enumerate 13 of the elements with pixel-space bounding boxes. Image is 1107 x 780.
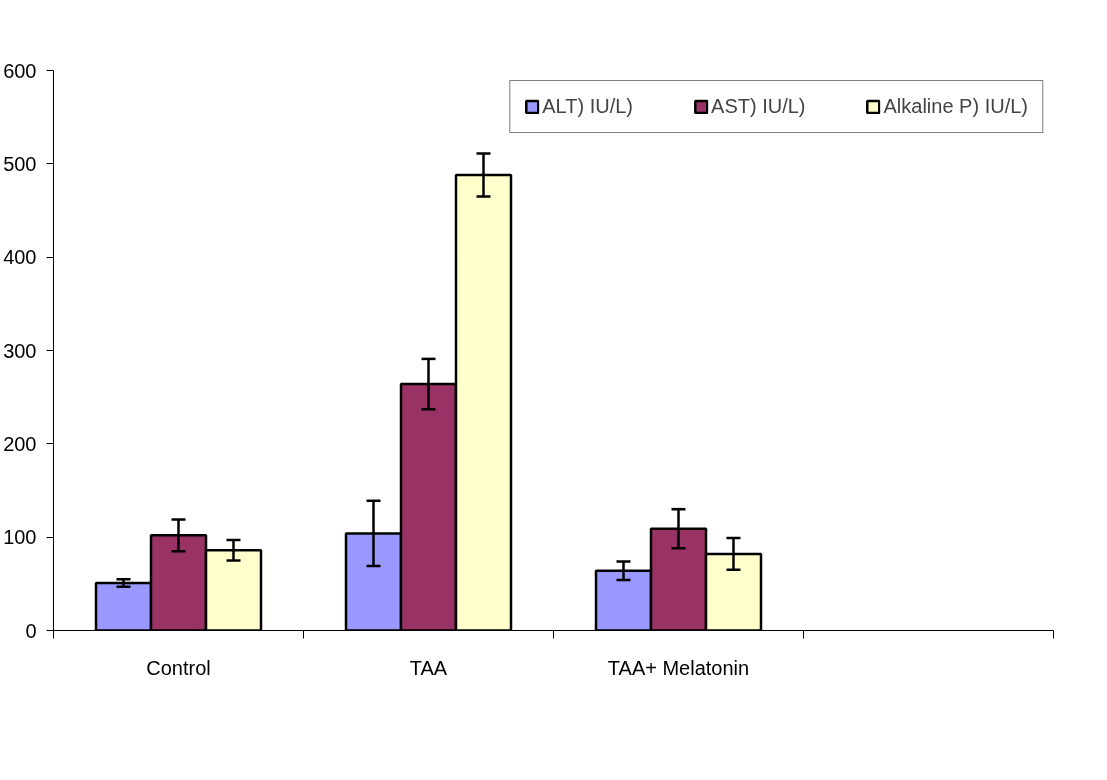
y-tick-label: 500: [3, 152, 37, 175]
x-tick-label: Control: [146, 656, 211, 679]
y-tick-label: 100: [3, 526, 37, 549]
x-tick-label: TAA: [409, 656, 448, 679]
y-tick-label: 400: [3, 246, 37, 269]
y-tick-label: 0: [25, 619, 37, 642]
legend-label: AST) IU/L): [711, 95, 806, 118]
legend-label: ALT) IU/L): [542, 95, 634, 118]
y-tick-label: 300: [3, 339, 37, 362]
y-tick-label: 200: [3, 432, 37, 455]
legend-label: Alkaline P) IU/L): [883, 95, 1028, 118]
y-tick-label: 600: [3, 59, 37, 82]
x-tick-label: TAA+ Melatonin: [607, 656, 750, 679]
